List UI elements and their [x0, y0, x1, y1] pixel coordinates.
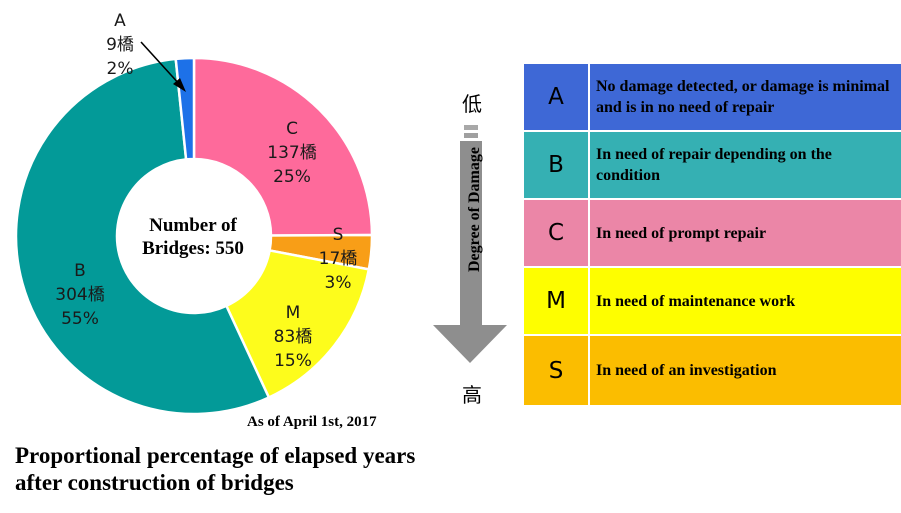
legend-description: In need of repair depending on the condi… [596, 146, 832, 184]
legend-code: S [524, 336, 590, 405]
legend-description: No damage detected, or damage is minimal… [596, 78, 890, 116]
slice-count-label-s: 17橋 [319, 249, 358, 269]
slice-percent-label-c: 25% [273, 167, 311, 187]
donut-chart: C 137橋 25% S 17橋 3% M 83橋 15% B 304橋 55% A 9橋 2% [14, 11, 374, 416]
slice-count-label-m: 83橋 [274, 327, 313, 347]
slice-count-label-c: 137橋 [267, 143, 316, 163]
legend-row-c: C In need of prompt repair [524, 200, 901, 268]
legend-row-a: A No damage detected, or damage is minim… [524, 64, 901, 132]
high-label: 高 [462, 383, 482, 407]
legend-code: M [524, 268, 590, 334]
slice-a-leader-arrowhead [173, 78, 186, 92]
chart-title: Proportional percentage of elapsed years… [15, 443, 416, 495]
slice-code-label-c: C [286, 119, 298, 139]
legend-row-b: B In need of repair depending on the con… [524, 132, 901, 200]
slice-a-leader-line [140, 41, 182, 87]
slice-percent-label-a: 2% [107, 59, 134, 79]
legend-row-s: S In need of an investigation [524, 336, 901, 405]
slice-count-label-b: 304橋 [55, 285, 104, 305]
legend-code: A [524, 64, 590, 130]
degree-of-damage-label: Degree of Damage [465, 147, 485, 272]
slice-percent-label-s: 3% [325, 273, 352, 293]
slice-m [224, 248, 371, 400]
slice-percent-label-b: 55% [61, 309, 99, 329]
slice-count-label-a: 9橋 [106, 35, 134, 55]
slice-code-label-m: M [286, 303, 301, 323]
legend-code: C [524, 200, 590, 266]
slice-code-label-b: B [74, 261, 86, 281]
center-label: Number of Bridges: 550 [142, 215, 244, 259]
damage-legend-table: A No damage detected, or damage is minim… [524, 64, 901, 405]
legend-description: In need of prompt repair [596, 224, 767, 242]
slice-code-label-s: S [333, 225, 344, 245]
legend-description: In need of an investigation [596, 362, 777, 379]
slice-c [192, 56, 374, 237]
slice-b [14, 57, 271, 416]
legend-code: B [524, 132, 590, 198]
legend-description: In need of maintenance work [596, 292, 796, 310]
legend-row-m: M In need of maintenance work [524, 268, 901, 336]
slice-code-label-a: A [114, 11, 126, 31]
as-of-date: As of April 1st, 2017 [247, 414, 377, 430]
damage-arrow [433, 125, 507, 363]
low-label: 低 [462, 92, 482, 116]
slice-percent-label-m: 15% [274, 351, 312, 371]
